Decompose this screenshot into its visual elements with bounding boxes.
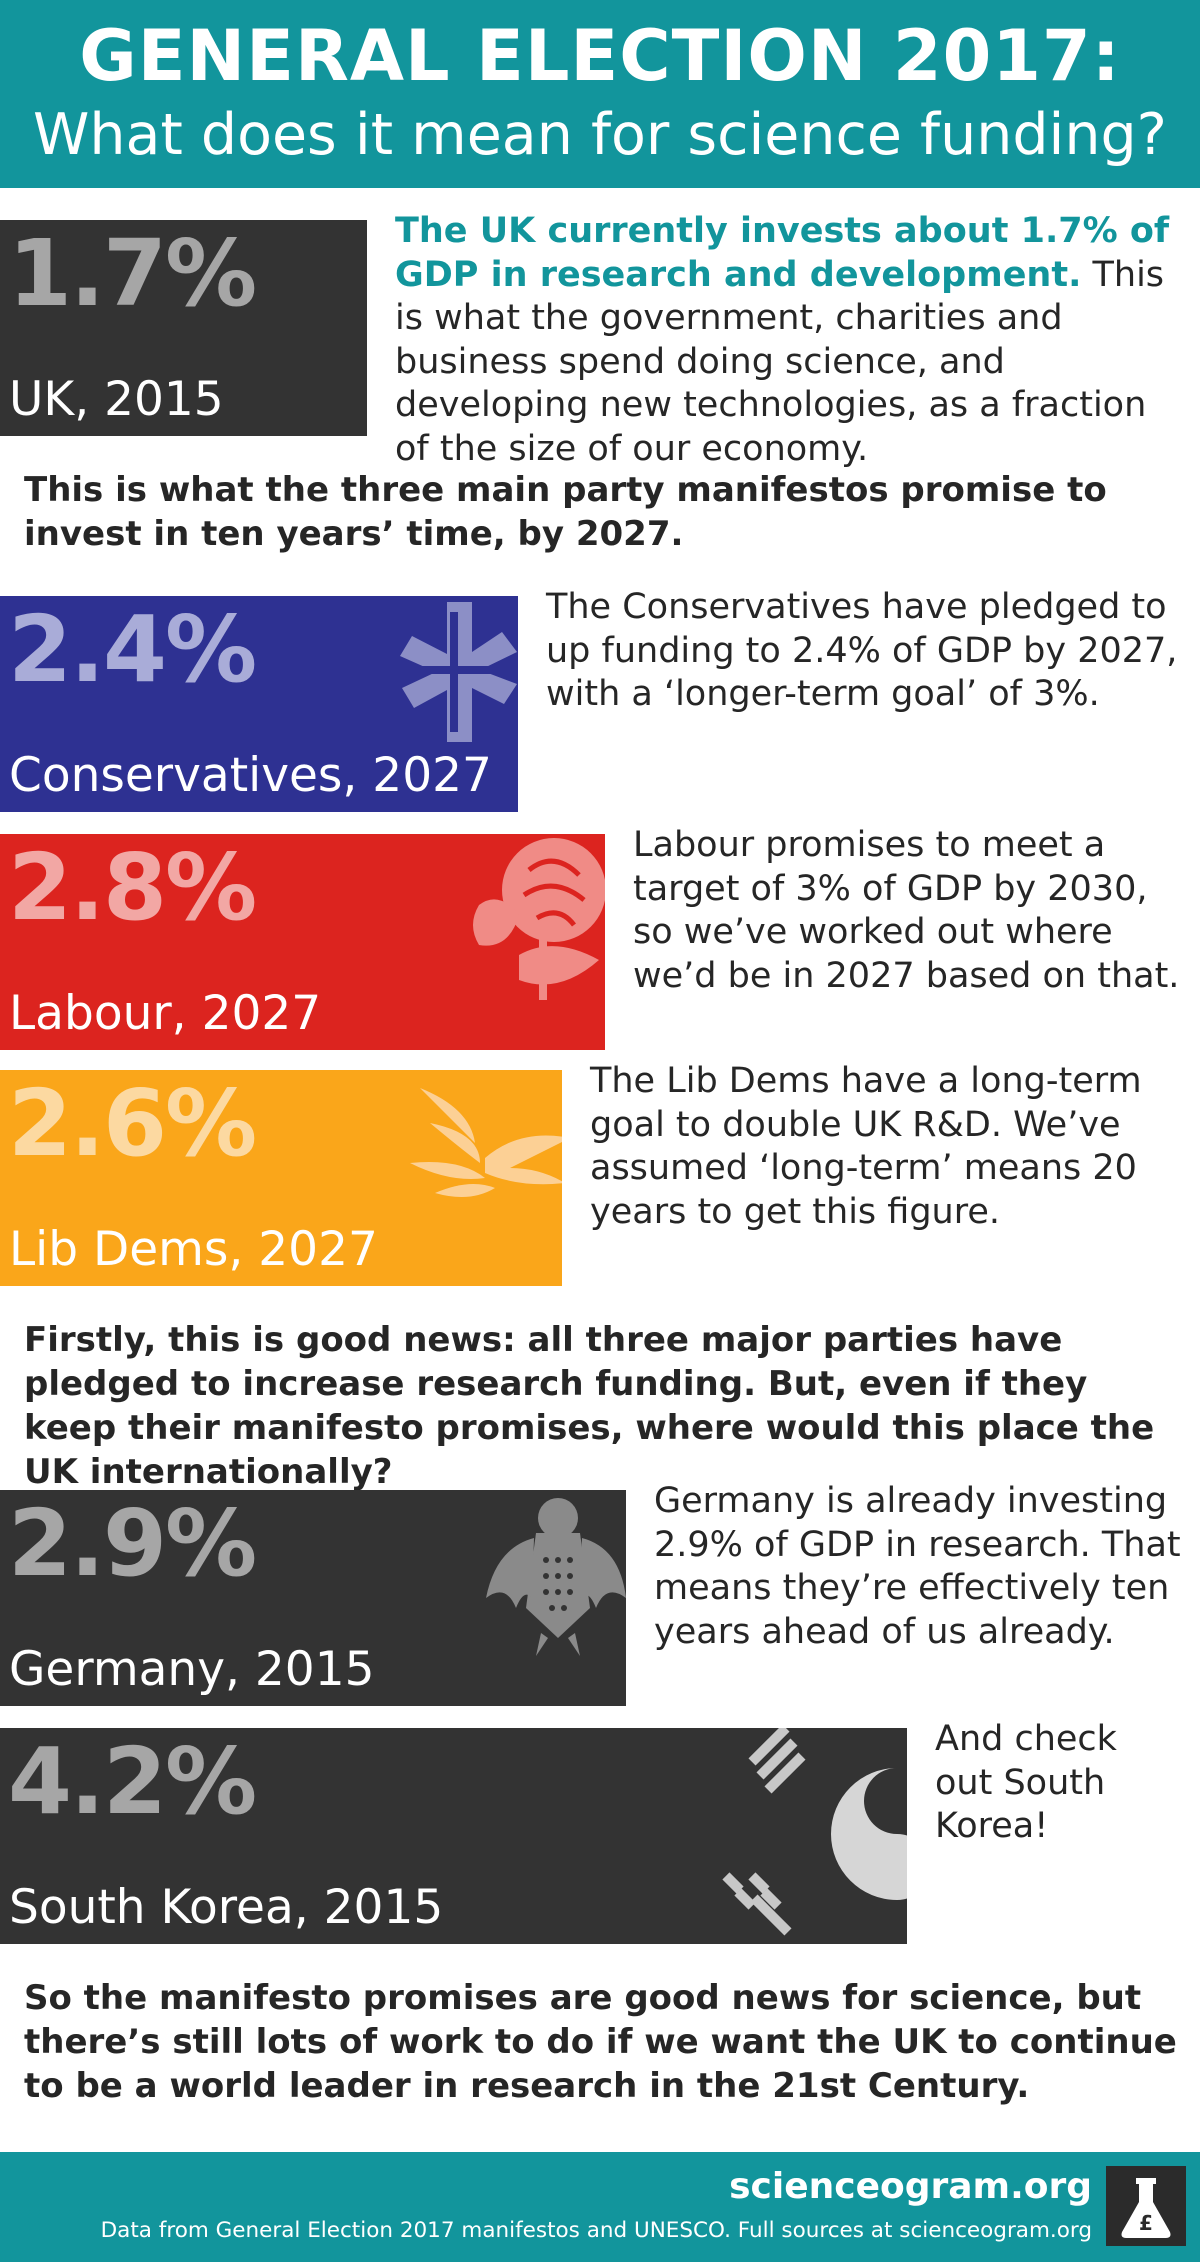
conclusion-text: So the manifesto promises are good news … [24, 1978, 1177, 2106]
bar-category-label: Labour, 2027 [9, 986, 322, 1041]
footer-banner: scienceogram.org Data from General Elect… [0, 2152, 1200, 2262]
bar-category-label: Lib Dems, 2027 [9, 1222, 378, 1277]
bar-category-label: South Korea, 2015 [9, 1880, 444, 1935]
bar-south-korea-2015: 4.2% South Korea, 2015 [0, 1728, 907, 1944]
bar-value-label: 4.2% [8, 1728, 257, 1835]
korea-flag-icon [722, 1728, 907, 1936]
sources-text: Data from General Election 2017 manifest… [100, 2218, 1092, 2243]
bar-category-label: Conservatives, 2027 [9, 748, 492, 803]
bar-value-label: 2.4% [8, 596, 257, 703]
intro-highlight: The UK currently invests about 1.7% of G… [395, 211, 1170, 295]
libdems-description: The Lib Dems have a long-term goal to do… [590, 1061, 1142, 1232]
conservative-tree-icon [400, 602, 517, 742]
header-banner: GENERAL ELECTION 2017: What does it mean… [0, 0, 1200, 188]
svg-text:£: £ [1139, 2211, 1153, 2235]
bar-uk-2015: 1.7% UK, 2015 [0, 220, 367, 436]
page-title: GENERAL ELECTION 2017: [79, 15, 1121, 97]
bar-germany-2015: 2.9% Germany, 2015 [0, 1490, 626, 1706]
bar-labour-2027: 2.8% Labour, 2027 [0, 834, 605, 1050]
bar-conservatives-2027: 2.4% Conservatives, 2027 [0, 596, 518, 812]
labour-description: Labour promises to meet a target of 3% o… [633, 825, 1180, 996]
bar-value-label: 2.8% [8, 834, 257, 941]
bar-libdems-2027: 2.6% Lib Dems, 2027 [0, 1070, 562, 1286]
intro-text: The UK currently invests about 1.7% of G… [395, 210, 1182, 471]
germany-description: Germany is already investing 2.9% of GDP… [654, 1481, 1181, 1652]
intro-rest: This is what the government, charities a… [395, 254, 1165, 469]
libdem-bird-icon [410, 1088, 562, 1197]
flask-icon: £ [1106, 2166, 1186, 2246]
bar-category-label: Germany, 2015 [9, 1642, 375, 1697]
bar-value-label: 2.9% [8, 1490, 257, 1597]
south-korea-description: And check out South Korea! [935, 1719, 1117, 1846]
bar-category-label: UK, 2015 [9, 372, 224, 427]
bar-value-label: 2.6% [8, 1070, 257, 1177]
site-link[interactable]: scienceogram.org [729, 2166, 1092, 2207]
page-subtitle: What does it mean for science funding? [33, 102, 1167, 168]
labour-rose-icon [473, 838, 605, 1000]
german-eagle-icon [486, 1498, 626, 1656]
international-question-text: Firstly, this is good news: all three ma… [24, 1320, 1155, 1492]
bar-value-label: 1.7% [8, 220, 257, 327]
conservatives-description: The Conservatives have pledged to up fun… [546, 587, 1178, 714]
manifesto-intro-text: This is what the three main party manife… [24, 470, 1107, 554]
